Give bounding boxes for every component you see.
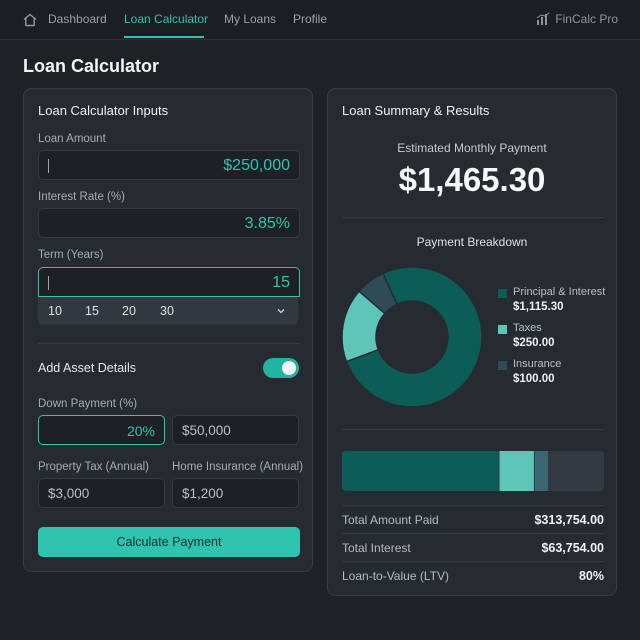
legend-value: $100.00 — [513, 373, 555, 385]
term-option-10[interactable]: 10 — [48, 304, 62, 318]
summary-value: 80% — [578, 569, 604, 583]
nav-my-loans[interactable]: My Loans — [224, 12, 277, 26]
summary-row: Loan-to-Value (LTV) 80% — [342, 563, 604, 589]
interest-rate-label: Interest Rate (%) — [38, 191, 125, 203]
term-label: Term (Years) — [38, 249, 104, 261]
home-insurance-label: Home Insurance (Annual) — [172, 461, 304, 473]
active-tab-indicator — [124, 36, 204, 38]
stacked-bar-segment-2 — [534, 451, 548, 491]
stacked-bar-segment-0 — [342, 451, 499, 491]
term-option-30[interactable]: 30 — [160, 304, 174, 318]
legend-value: $250.00 — [513, 337, 555, 349]
toggle-knob — [282, 361, 296, 375]
bar-chart-icon — [537, 12, 550, 25]
donut-slice-2 — [358, 272, 399, 315]
divider — [342, 429, 604, 430]
stacked-bar-svg — [342, 451, 548, 491]
down-payment-label: Down Payment (%) — [38, 398, 138, 410]
legend-name: Insurance — [513, 358, 562, 370]
calculate-payment-button[interactable]: Calculate Payment — [38, 527, 300, 557]
loan-amount-input[interactable]: $250,000 — [38, 150, 300, 180]
property-tax-value: $3,000 — [48, 486, 90, 501]
stacked-bar-segment-1 — [499, 451, 534, 491]
divider — [38, 343, 300, 344]
legend-swatch — [498, 325, 507, 334]
nav-loan-calculator[interactable]: Loan Calculator — [124, 12, 209, 26]
results-panel-title: Loan Summary & Results — [342, 103, 490, 118]
legend-name: Principal & Interest — [513, 286, 606, 298]
summary-label: Loan-to-Value (LTV) — [342, 569, 449, 583]
term-input[interactable]: 15 — [38, 267, 300, 297]
home-insurance-value: $1,200 — [182, 486, 224, 501]
nav-profile[interactable]: Profile — [293, 12, 328, 26]
term-value: 15 — [272, 274, 290, 291]
brand: FinCalc Pro — [536, 12, 618, 26]
estimated-payment-label: Estimated Monthly Payment — [397, 141, 547, 155]
down-payment-amount-input[interactable]: $50,000 — [172, 415, 299, 445]
summary-row: Total Interest $63,754.00 — [342, 535, 604, 561]
loan-amount-label: Loan Amount — [38, 133, 106, 145]
inputs-panel-title: Loan Calculator Inputs — [38, 103, 169, 118]
asset-details-toggle[interactable] — [263, 358, 299, 378]
home-insurance-input[interactable]: $1,200 — [172, 478, 299, 508]
term-option-20[interactable]: 20 — [122, 304, 136, 318]
legend-swatch — [498, 361, 507, 370]
nav-dashboard[interactable]: Dashboard — [48, 12, 107, 26]
property-tax-input[interactable]: $3,000 — [38, 478, 165, 508]
inputs-panel: Loan Calculator Inputs Loan Amount $250,… — [23, 88, 313, 572]
divider — [342, 505, 604, 506]
results-panel: Loan Summary & Results Estimated Monthly… — [327, 88, 617, 596]
brand-name: FinCalc Pro — [555, 12, 618, 26]
asset-details-label: Add Asset Details — [38, 361, 136, 375]
text-cursor — [48, 159, 49, 173]
donut-slice-0 — [345, 266, 483, 408]
legend-value: $1,115.30 — [513, 301, 564, 313]
interest-rate-value: 3.85% — [244, 215, 290, 232]
top-nav: Dashboard Loan Calculator My Loans Profi… — [0, 0, 640, 40]
legend-name: Taxes — [513, 322, 542, 334]
term-dropdown: 10 15 20 30 — [38, 297, 298, 325]
page-title: Loan Calculator — [23, 56, 160, 76]
property-tax-label: Property Tax (Annual) — [38, 461, 150, 473]
loan-amount-value: $250,000 — [223, 157, 290, 174]
chevron-down-icon[interactable] — [276, 306, 286, 316]
down-payment-amount-value: $50,000 — [182, 423, 231, 438]
summary-value: $313,754.00 — [534, 513, 604, 527]
estimated-payment-value: $1,465.30 — [398, 161, 546, 198]
divider — [342, 533, 604, 534]
down-payment-percent-value: 20% — [126, 423, 155, 439]
text-cursor — [48, 276, 49, 290]
summary-label: Total Interest — [342, 541, 411, 555]
down-payment-percent-input[interactable]: 20% — [38, 415, 165, 445]
payment-stacked-bar — [342, 451, 604, 491]
summary-row: Total Amount Paid $313,754.00 — [342, 507, 604, 533]
home-icon[interactable] — [22, 12, 38, 28]
breakdown-title: Payment Breakdown — [416, 235, 528, 249]
divider — [342, 561, 604, 562]
summary-value: $63,754.00 — [541, 541, 604, 555]
summary-label: Total Amount Paid — [342, 513, 439, 527]
legend-swatch — [498, 289, 507, 298]
interest-rate-input[interactable]: 3.85% — [38, 208, 300, 238]
term-option-15[interactable]: 15 — [85, 304, 99, 318]
payment-breakdown-donut — [341, 266, 483, 408]
divider — [342, 217, 604, 218]
